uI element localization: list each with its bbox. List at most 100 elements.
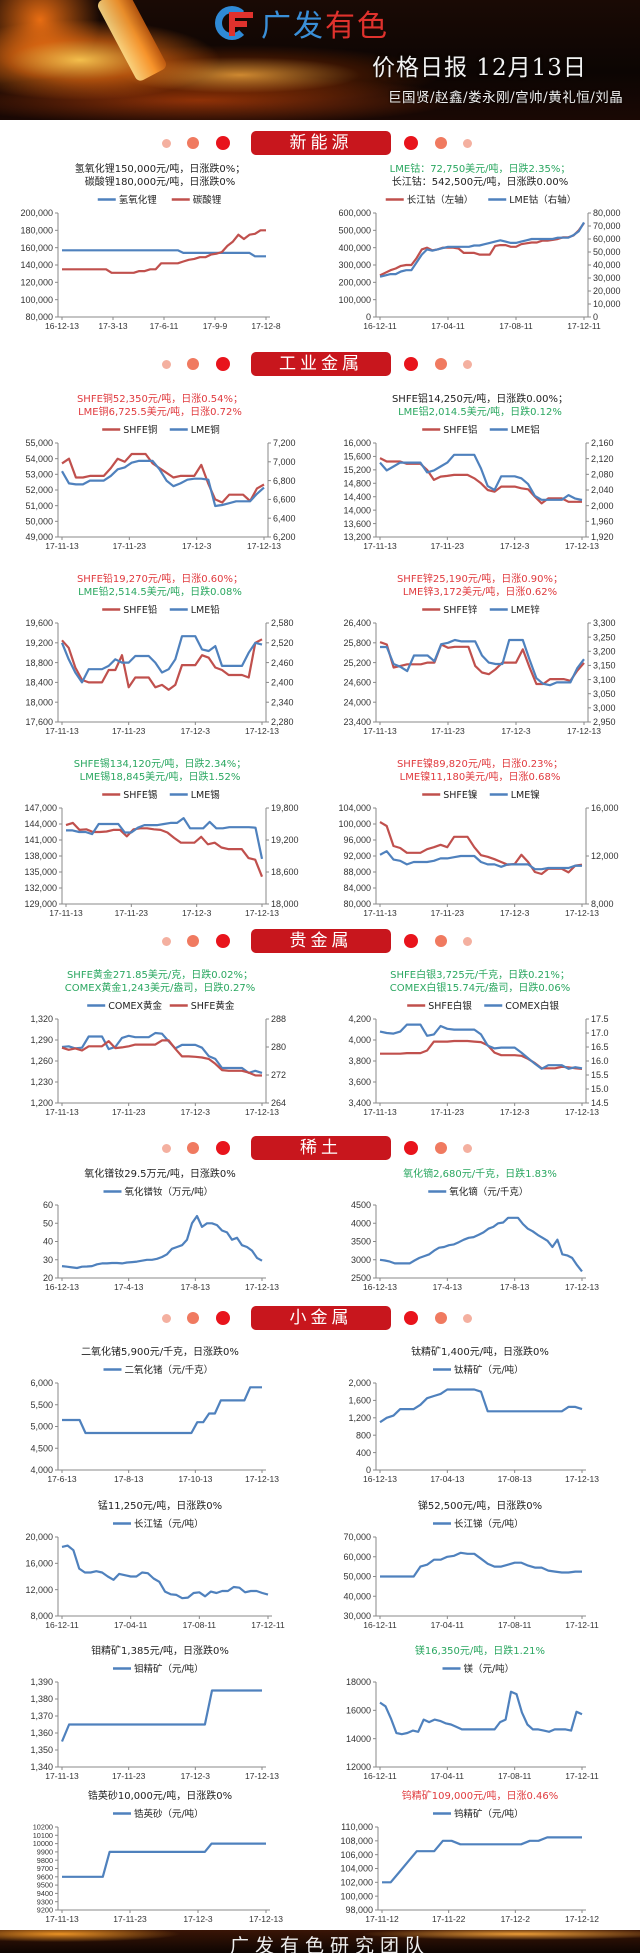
chart-zinc: SHFE锌25,190元/吨，日涨0.90%； LME锌3,172美元/吨，日涨0… bbox=[320, 573, 640, 738]
x-tick-label: 17-08-11 bbox=[498, 1620, 532, 1630]
y-tick-label: 80,000 bbox=[25, 312, 53, 322]
chart-tin: SHFE锡134,120元/吨，日跌2.34%； LME锡18,845美元/吨，日… bbox=[0, 758, 320, 920]
x-tick-label: 17-11-13 bbox=[363, 908, 397, 918]
y-tick-label: 2,000 bbox=[348, 1378, 371, 1388]
y-tick-label: 5,000 bbox=[30, 1422, 53, 1432]
y-tick-label: 147,000 bbox=[24, 803, 57, 813]
y2-tick-label: 6,400 bbox=[273, 513, 296, 523]
y-tick-label: 52,000 bbox=[25, 485, 53, 495]
y2-tick-label: 20,000 bbox=[593, 286, 621, 296]
series-line-red bbox=[380, 1039, 583, 1070]
chart-nickel: SHFE镍89,820元/吨，日涨0.23%； LME镍11,180美元/吨，日涨… bbox=[320, 758, 640, 920]
chart-caption-line: LME锡18,845美元/吨，日跌1.52% bbox=[79, 772, 241, 783]
chart-gold: SHFE黄金271.85美元/克，日跌0.02%； COMEX黄金1,243美元/… bbox=[0, 969, 320, 1119]
y2-tick-label: 17.5 bbox=[591, 1014, 609, 1024]
x-tick-label: 17-12-11 bbox=[567, 321, 601, 331]
decorative-dot-icon bbox=[463, 1144, 472, 1153]
x-tick-label: 17-11-13 bbox=[363, 1107, 397, 1117]
y-tick-label: 15,200 bbox=[343, 465, 371, 475]
x-tick-label: 17-12-11 bbox=[565, 1771, 599, 1781]
footer-team-name: 广发有色研究团队 bbox=[230, 1935, 431, 1953]
chart-caption-line: LME铝2,014.5美元/吨，日跌0.12% bbox=[398, 407, 562, 418]
x-tick-label: 17-12-12 bbox=[565, 1914, 599, 1924]
decorative-dot-icon bbox=[162, 139, 171, 148]
chart-legend: 锆英砂（元/吨） bbox=[112, 1808, 204, 1820]
decorative-dot-icon bbox=[162, 937, 171, 946]
y2-tick-label: 6,600 bbox=[273, 495, 296, 505]
series-line-blue bbox=[61, 1031, 263, 1075]
y-tick-label: 1,320 bbox=[30, 1014, 53, 1024]
x-tick-label: 17-12-3 bbox=[182, 908, 212, 918]
x-tick-label: 17-12-13 bbox=[565, 1282, 599, 1292]
chart-legend: 钛精矿（元/吨） bbox=[432, 1364, 524, 1376]
y-tick-label: 15,600 bbox=[343, 452, 371, 462]
brand-logo: 广发有色 bbox=[215, 3, 389, 44]
y2-tick-label: 2,460 bbox=[271, 658, 294, 668]
legend-label: LME锡 bbox=[191, 789, 220, 801]
y2-tick-label: 10,000 bbox=[593, 299, 621, 309]
y-tick-label: 50,000 bbox=[25, 517, 53, 527]
y-tick-label: 9500 bbox=[37, 1881, 53, 1890]
y-tick-label: 138,000 bbox=[24, 851, 57, 861]
chart-mg: 镁16,350元/吨，日跌1.21% 镁（元/吨） 12000 14000 16000 1… bbox=[320, 1645, 640, 1783]
section-header-rare-earth: 稀土 bbox=[0, 1136, 640, 1162]
series-line-red bbox=[61, 452, 265, 504]
chart-caption-line: LME铅2,514.5美元/吨，日跌0.08% bbox=[78, 587, 242, 598]
y2-tick-label: 60,000 bbox=[593, 234, 621, 244]
y2-tick-label: 70,000 bbox=[593, 221, 621, 231]
y-tick-label: 180,000 bbox=[20, 226, 53, 236]
x-tick-label: 17-08-11 bbox=[183, 1620, 217, 1630]
series-line-blue bbox=[379, 850, 583, 871]
y-tick-label: 104,000 bbox=[338, 803, 371, 813]
x-tick-label: 17-12-3 bbox=[500, 1107, 530, 1117]
y2-tick-label: 2,950 bbox=[593, 717, 616, 727]
header-banner: 广发有色 价格日报 12月13日 巨国贤/赵鑫/娄永刚/宫帅/黄礼恒/刘晶 bbox=[0, 0, 640, 120]
section-title: 贵金属 bbox=[251, 929, 391, 953]
decorative-dot-icon bbox=[187, 1312, 199, 1324]
y-tick-label: 16,000 bbox=[343, 438, 371, 448]
chart-caption-line: 锑52,500元/吨，日涨跌0% bbox=[417, 1501, 543, 1512]
chart-svg: 钛精矿（元/吨） 0 400 800 1,200 1,600 2,000 16-12-13 17… bbox=[348, 1364, 599, 1484]
y-tick-label: 16,000 bbox=[25, 1559, 53, 1569]
series-line-blue bbox=[60, 1689, 262, 1742]
y-tick-label: 200,000 bbox=[20, 208, 53, 218]
series-line-red bbox=[61, 638, 263, 691]
series-line-blue bbox=[66, 816, 264, 860]
y-tick-label: 400 bbox=[356, 1448, 371, 1458]
y-tick-label: 100,000 bbox=[20, 295, 53, 305]
chart-svg: 氧化镝（元/千克） 2500 3000 3500 4000 4500 16-12-13 17-… bbox=[351, 1186, 599, 1292]
chart-aluminum: SHFE铝14,250元/吨，日涨跌0.00%； LME铝2,014.5美元/吨，… bbox=[320, 393, 640, 553]
y-tick-label: 55,000 bbox=[25, 438, 53, 448]
y2-tick-label: 16.5 bbox=[591, 1042, 609, 1052]
x-tick-label: 17-11-13 bbox=[45, 1914, 79, 1924]
y2-tick-label: 280 bbox=[271, 1042, 286, 1052]
y-tick-label: 9200 bbox=[37, 1906, 53, 1915]
y2-tick-label: 3,000 bbox=[593, 703, 616, 713]
x-tick-label: 17-6-11 bbox=[150, 321, 179, 331]
y-tick-label: 14,400 bbox=[343, 492, 371, 502]
x-tick-label: 17-11-23 bbox=[431, 726, 465, 736]
x-tick-label: 17-3-13 bbox=[98, 321, 128, 331]
y2-tick-label: 19,200 bbox=[271, 835, 299, 845]
x-tick-label: 17-04-11 bbox=[431, 1620, 465, 1630]
chart-caption-line: 锰11,250元/吨，日涨跌0% bbox=[97, 1501, 223, 1512]
decorative-dot-icon bbox=[162, 360, 171, 369]
y2-tick-label: 2,340 bbox=[271, 697, 294, 707]
y2-tick-label: 1,960 bbox=[591, 517, 614, 527]
y2-tick-label: 80,000 bbox=[593, 208, 621, 218]
chart-svg: SHFE镍 LME镍 80,000 84,000 88,000 92,000 96,000 1… bbox=[338, 789, 618, 918]
chart-legend: 氧化镝（元/千克） bbox=[428, 1186, 528, 1198]
legend-label: 长江锑（元/吨） bbox=[454, 1518, 524, 1530]
legend-label: SHFE锡 bbox=[123, 789, 157, 801]
y-tick-label: 50,000 bbox=[343, 1572, 371, 1582]
series-line-blue bbox=[379, 1690, 583, 1736]
y-tick-label: 3000 bbox=[351, 1255, 371, 1265]
x-tick-label: 16-12-13 bbox=[45, 1282, 79, 1292]
chart-caption-line: LME锌3,172美元/吨，日涨0.62% bbox=[402, 587, 558, 598]
x-tick-label: 17-11-23 bbox=[112, 1771, 146, 1781]
x-tick-label: 17-12-13 bbox=[565, 1107, 599, 1117]
legend-label: 氧化镨钕（万元/吨） bbox=[124, 1186, 213, 1198]
y-tick-label: 3500 bbox=[351, 1237, 371, 1247]
y-tick-label: 2500 bbox=[351, 1273, 371, 1283]
section-header-minor-metals: 小金属 bbox=[0, 1306, 640, 1332]
